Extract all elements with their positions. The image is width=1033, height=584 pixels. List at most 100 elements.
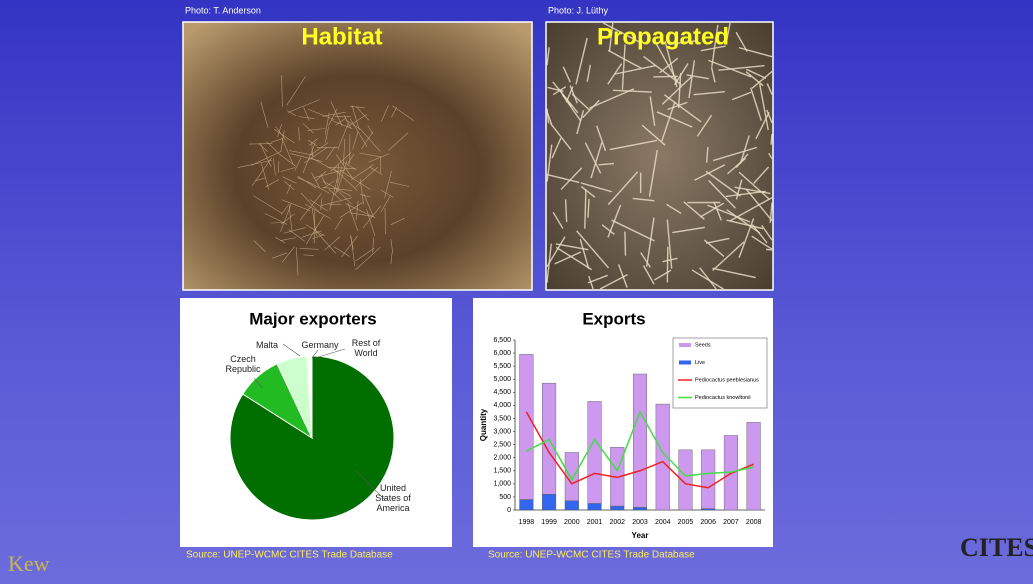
spine	[584, 189, 587, 229]
spine	[272, 252, 288, 259]
bar	[519, 354, 534, 500]
spine	[336, 160, 348, 193]
spine	[362, 205, 382, 229]
spine	[381, 105, 389, 122]
photo-texture	[237, 22, 773, 290]
spine	[253, 240, 266, 252]
spine	[325, 126, 329, 143]
spine	[734, 186, 771, 195]
spine	[340, 170, 371, 190]
spine	[642, 265, 655, 285]
spine	[546, 108, 550, 124]
spine	[286, 75, 306, 106]
spine	[350, 236, 354, 250]
spine	[333, 168, 358, 191]
spine	[607, 204, 622, 238]
spine	[251, 157, 272, 187]
spine	[328, 188, 342, 201]
spine	[677, 72, 682, 109]
spine	[708, 59, 752, 78]
spine	[311, 208, 317, 237]
spine	[281, 137, 294, 165]
spine	[299, 248, 319, 250]
spine	[555, 246, 593, 271]
spine	[330, 152, 352, 172]
spine	[586, 64, 592, 82]
spine	[286, 110, 297, 117]
spine	[351, 105, 360, 130]
spine	[751, 224, 768, 244]
source-note: Source: UNEP-WCMC CITES Trade Database	[186, 550, 393, 561]
spine	[546, 47, 550, 66]
spine	[355, 166, 378, 188]
habitat-photo	[182, 21, 533, 291]
spine	[303, 107, 310, 121]
spine	[294, 157, 302, 171]
spine	[281, 246, 295, 263]
spine	[322, 187, 353, 191]
photo-label: Propagated	[597, 23, 729, 50]
x-tick-label: 2005	[678, 519, 694, 526]
spine	[746, 68, 767, 79]
spine	[560, 167, 583, 190]
spine	[391, 106, 398, 118]
spine	[575, 37, 588, 85]
bar	[632, 373, 648, 508]
spine	[298, 127, 300, 141]
spine	[280, 237, 297, 241]
spine	[745, 71, 764, 87]
spine	[667, 101, 688, 111]
legend-box	[672, 337, 768, 409]
spine	[390, 238, 394, 254]
y-tick-label: 2,000	[493, 455, 511, 462]
spine	[640, 252, 651, 268]
spine	[589, 88, 635, 109]
spine	[579, 238, 590, 269]
pie-label: Rest of World	[351, 338, 381, 358]
spine	[601, 224, 615, 235]
cites-logo: CITES	[960, 533, 1033, 562]
spine	[284, 181, 295, 191]
spine	[706, 146, 709, 163]
legend-label: Pediocactus knowltonii	[695, 395, 751, 401]
spine	[302, 142, 316, 174]
spine	[324, 236, 341, 251]
spine	[321, 197, 353, 206]
spine	[355, 247, 375, 262]
spine	[290, 153, 323, 162]
spine	[735, 179, 743, 200]
spine	[315, 230, 337, 254]
spine	[766, 109, 773, 124]
spine	[688, 60, 696, 99]
spine	[307, 108, 335, 121]
spine	[277, 124, 282, 137]
spine	[726, 219, 764, 230]
spine	[725, 190, 766, 198]
spine	[718, 64, 765, 71]
spine	[255, 177, 266, 181]
source-note: Source: UNEP-WCMC CITES Trade Database	[488, 550, 695, 561]
spine	[341, 235, 358, 257]
spine	[325, 146, 336, 161]
bar	[678, 449, 693, 511]
spine	[712, 267, 756, 279]
spine	[552, 211, 564, 229]
spine	[614, 64, 657, 75]
x-tick-label: 2007	[723, 519, 739, 526]
spine	[693, 90, 725, 96]
legend-swatch	[679, 360, 691, 365]
pie-label: Czech Republic	[225, 354, 261, 374]
spine	[727, 157, 746, 175]
spine	[738, 218, 755, 259]
spine	[769, 202, 773, 223]
spine	[761, 224, 773, 241]
spine	[554, 251, 582, 265]
spine	[249, 143, 273, 145]
spine	[327, 166, 357, 170]
spine	[331, 120, 353, 129]
spine	[738, 171, 771, 201]
spine	[599, 273, 628, 290]
spine	[363, 194, 374, 218]
spine	[770, 133, 773, 145]
